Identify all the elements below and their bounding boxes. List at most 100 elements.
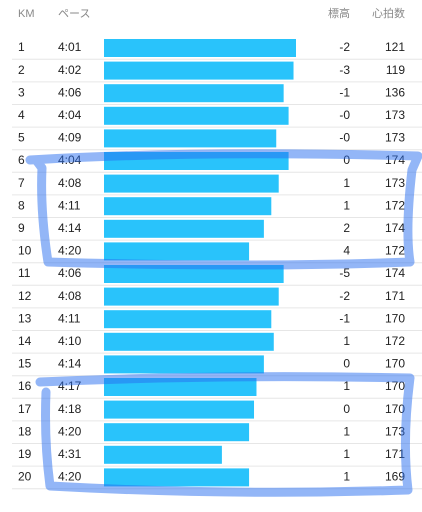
heart-rate: 121 <box>385 40 405 54</box>
heart-rate: 173 <box>385 424 405 438</box>
header-km: KM <box>18 8 35 20</box>
pace-bar <box>104 84 284 103</box>
header-pace: ペース <box>58 8 90 20</box>
heart-rate: 173 <box>385 131 405 145</box>
heart-rate: 136 <box>385 85 405 99</box>
elevation: -3 <box>339 63 350 77</box>
pace: 4:14 <box>58 221 82 235</box>
pace: 4:10 <box>58 334 82 348</box>
pace: 4:14 <box>58 357 82 371</box>
elevation: -2 <box>339 40 350 54</box>
km: 3 <box>18 85 25 99</box>
elevation: 1 <box>343 334 350 348</box>
heart-rate: 172 <box>385 334 405 348</box>
elevation: -1 <box>339 85 350 99</box>
elevation: 0 <box>343 402 350 416</box>
pace: 4:20 <box>58 470 82 484</box>
pace-bar <box>104 400 255 419</box>
pace: 4:18 <box>58 402 82 416</box>
pace: 4:20 <box>58 424 82 438</box>
heart-rate: 170 <box>385 402 405 416</box>
pace-bar <box>104 287 279 306</box>
heart-rate: 174 <box>385 266 405 280</box>
pace: 4:02 <box>58 63 82 77</box>
heart-rate: 172 <box>385 244 405 258</box>
pace-bar <box>104 445 222 464</box>
heart-rate: 170 <box>385 311 405 325</box>
elevation: 0 <box>343 153 350 167</box>
pace: 4:11 <box>58 311 81 325</box>
pace: 4:04 <box>58 108 82 122</box>
elevation: 1 <box>343 379 350 393</box>
elevation: 1 <box>343 176 350 190</box>
elevation: -5 <box>339 266 350 280</box>
elevation: 1 <box>343 470 350 484</box>
header-heart-rate: 心拍数 <box>372 6 405 20</box>
pace: 4:06 <box>58 266 82 280</box>
heart-rate: 171 <box>385 289 405 303</box>
pace: 4:20 <box>58 244 82 258</box>
pace: 4:09 <box>58 131 82 145</box>
heart-rate: 169 <box>385 470 405 484</box>
pace: 4:01 <box>58 40 82 54</box>
pace-bar <box>104 242 250 261</box>
heart-rate: 174 <box>385 221 405 235</box>
pace-bar <box>104 310 272 329</box>
km: 13 <box>18 311 32 325</box>
km: 8 <box>18 198 25 212</box>
km: 9 <box>18 221 25 235</box>
elevation: -0 <box>339 131 350 145</box>
pace-bar <box>104 39 296 57</box>
elevation: 1 <box>343 424 350 438</box>
elevation: -1 <box>339 311 350 325</box>
header-elevation: 標高 <box>328 6 350 20</box>
pace-bar <box>104 355 264 374</box>
km: 15 <box>18 357 32 371</box>
elevation: 1 <box>343 198 350 212</box>
heart-rate: 171 <box>385 447 405 461</box>
pace-bar <box>104 129 277 148</box>
pace-bar <box>104 423 250 442</box>
elevation: 4 <box>343 244 350 258</box>
pace: 4:08 <box>58 176 82 190</box>
pace: 4:31 <box>58 447 82 461</box>
km: 1 <box>18 40 25 54</box>
heart-rate: 172 <box>385 198 405 212</box>
heart-rate: 119 <box>386 63 405 77</box>
km: 10 <box>18 244 32 258</box>
elevation: 0 <box>343 357 350 371</box>
elevation: -0 <box>339 108 350 122</box>
heart-rate: 173 <box>385 176 405 190</box>
pace-bar <box>104 174 279 193</box>
pace-bar <box>104 197 272 216</box>
elevation: 2 <box>343 221 350 235</box>
km: 12 <box>18 289 32 303</box>
km: 5 <box>18 131 25 145</box>
pace-bar <box>104 219 264 238</box>
km: 17 <box>18 402 32 416</box>
elevation: 1 <box>343 447 350 461</box>
highlight-stroke <box>35 372 415 497</box>
pace-bar <box>104 468 250 487</box>
km: 20 <box>18 470 32 484</box>
km: 2 <box>18 63 25 77</box>
pace-bar <box>104 61 294 80</box>
pace-bar <box>104 106 289 125</box>
km: 19 <box>18 447 32 461</box>
km: 16 <box>18 379 32 393</box>
km: 6 <box>18 153 25 167</box>
heart-rate: 170 <box>385 379 405 393</box>
km: 14 <box>18 334 32 348</box>
pace: 4:08 <box>58 289 82 303</box>
elevation: -2 <box>339 289 350 303</box>
heart-rate: 170 <box>385 357 405 371</box>
km: 7 <box>18 176 25 190</box>
pace: 4:11 <box>58 198 81 212</box>
pace-bar <box>104 332 274 351</box>
pace: 4:06 <box>58 85 82 99</box>
km: 18 <box>18 424 32 438</box>
pace-bar <box>104 265 284 283</box>
highlight-stroke <box>25 149 422 270</box>
heart-rate: 173 <box>385 108 405 122</box>
